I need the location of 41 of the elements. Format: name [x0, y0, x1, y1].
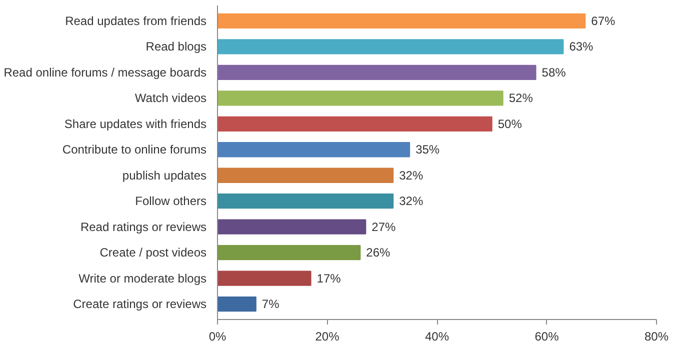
data-label: 67%	[591, 14, 616, 28]
x-tick-label: 60%	[534, 330, 560, 344]
data-label: 26%	[366, 246, 391, 260]
bar	[218, 245, 361, 260]
bar	[218, 296, 256, 312]
y-tick-label: Read updates from friends	[65, 14, 207, 28]
data-label: 27%	[372, 220, 396, 234]
bar	[218, 194, 394, 209]
y-tick-label: publish updates	[122, 168, 207, 182]
bar	[218, 270, 312, 286]
y-tick-label: Watch videos	[134, 91, 207, 106]
y-tick-label: Read blogs	[146, 40, 207, 54]
y-tick-label: Follow others	[135, 194, 207, 208]
data-label: 35%	[416, 142, 440, 157]
x-tick-label: 40%	[424, 330, 450, 344]
data-label: 58%	[542, 65, 566, 80]
y-tick-label: Read ratings or reviews	[80, 220, 207, 234]
data-label: 7%	[262, 297, 280, 312]
data-label: 32%	[399, 194, 424, 208]
bar	[218, 13, 586, 29]
x-tick-label: 20%	[315, 330, 340, 344]
bar	[218, 116, 492, 132]
y-tick-label: Share updates with friends	[64, 116, 207, 131]
x-tick-label: 0%	[208, 330, 226, 344]
bar	[218, 64, 536, 80]
data-label: 17%	[316, 271, 342, 286]
bar	[218, 90, 504, 106]
y-tick-label: Create ratings or reviews	[73, 297, 207, 312]
y-tick-label: Write or moderate blogs	[78, 271, 207, 286]
x-tick-label: 80%	[644, 330, 669, 344]
bar	[218, 39, 564, 54]
data-label: 52%	[508, 91, 534, 106]
data-label: 32%	[399, 168, 424, 182]
data-label: 63%	[569, 40, 594, 54]
y-tick-label: Contribute to online forums	[62, 142, 206, 157]
bar	[218, 168, 394, 183]
bar	[218, 219, 366, 234]
data-label: 50%	[498, 116, 522, 131]
y-tick-label: Read online forums / message boards	[4, 65, 207, 80]
bar	[218, 142, 410, 158]
y-tick-label: Create / post videos	[100, 246, 207, 260]
